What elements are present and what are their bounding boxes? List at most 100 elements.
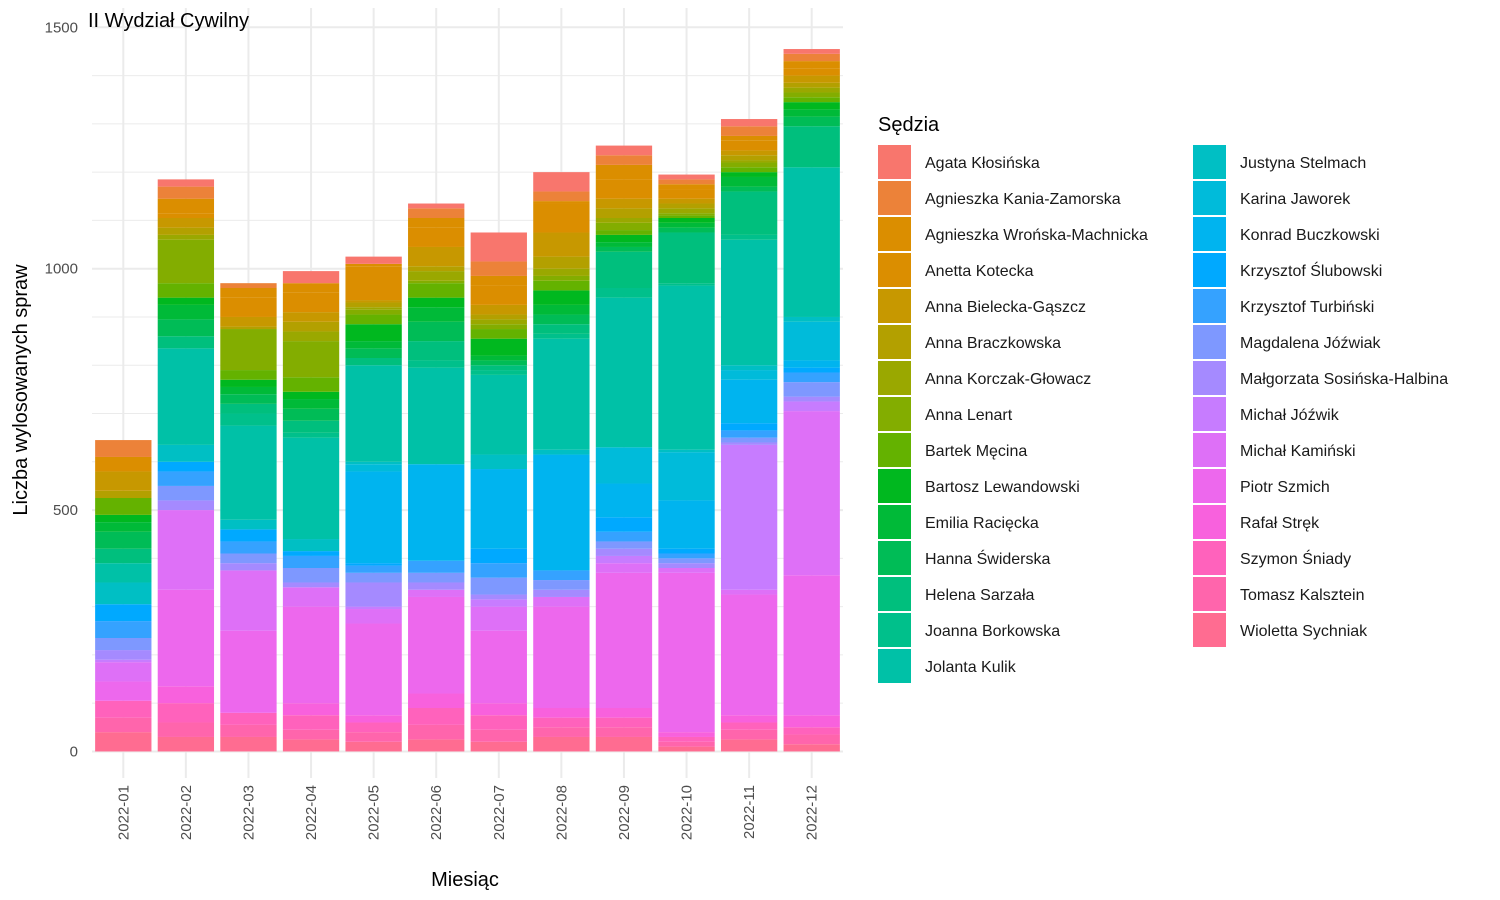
bar-segment (95, 732, 152, 752)
plot-title: II Wydział Cywilny (88, 10, 249, 32)
bar-segment (157, 703, 215, 723)
legend-label: Anna Korczak-Głowacz (925, 371, 1091, 388)
bar-segment (220, 283, 277, 288)
bar-segment (157, 461, 215, 472)
bar-segment (470, 548, 527, 564)
bar-segment (658, 548, 715, 554)
bar-segment (533, 338, 590, 450)
x-tick-label: 2022-07 (491, 785, 508, 840)
bar-segment (345, 358, 402, 366)
bar-segment (533, 596, 590, 607)
bar-segment (720, 430, 778, 438)
bar-segment (408, 560, 465, 573)
bar-segment (282, 408, 340, 421)
bar-segment (220, 413, 277, 426)
bar-segment (345, 563, 402, 566)
bar-segment (345, 266, 402, 301)
legend-label: Anna Braczkowska (925, 335, 1061, 352)
bar-segment (408, 739, 465, 752)
bar-segment (95, 522, 152, 532)
bar-segment (658, 500, 715, 549)
x-tick-label: 2022-08 (553, 785, 570, 840)
bar-segment (783, 316, 840, 322)
bar-segment (345, 341, 402, 349)
bar-segment (658, 732, 715, 737)
bar-segment (408, 464, 465, 561)
bar-segment (720, 370, 778, 380)
legend-label: Małgorzata Sosińska-Halbina (1240, 371, 1448, 388)
bar-segment (470, 314, 527, 320)
bar-segment (95, 659, 152, 663)
bar-segment (533, 606, 590, 708)
bar-segment (220, 736, 277, 752)
legend-swatch (1193, 577, 1226, 611)
bar-segment (720, 119, 778, 127)
bar-segment (408, 582, 465, 590)
bar-segment (783, 727, 840, 735)
bar-segment (282, 271, 340, 284)
bar-segment (345, 606, 402, 610)
bar-segment (720, 172, 778, 177)
bar-segment (157, 736, 215, 752)
bar-segment (533, 449, 590, 455)
bar-segment (345, 256, 402, 264)
bar-segment (470, 261, 527, 276)
bar-segment (595, 242, 653, 247)
bar-segment (157, 179, 215, 187)
bar-segment (470, 304, 527, 315)
bar-segment (95, 604, 152, 622)
legend-swatch (1193, 397, 1226, 431)
bar-segment (220, 570, 277, 631)
bar-segment (220, 403, 277, 414)
legend-label: Anetta Kotecka (925, 263, 1034, 280)
bar-segment (720, 442, 778, 445)
bar-segment (220, 288, 277, 298)
bar-segment (783, 53, 840, 62)
x-tick-label: 2022-10 (679, 785, 696, 840)
legend-label: Szymon Śniady (1240, 549, 1351, 568)
bar-segment (345, 572, 402, 583)
bar-segment (720, 379, 778, 424)
y-tick-label: 0 (70, 743, 78, 760)
bar-segment (157, 348, 215, 445)
bar-segment (658, 232, 715, 284)
bar-segment (720, 140, 778, 151)
bar-segment (95, 440, 152, 457)
bar-segment (470, 599, 527, 607)
bar-segment (658, 227, 715, 233)
legend-items: Agata Kłosińska Agnieszka Kania-Zamorska A… (878, 145, 1448, 683)
legend-label: Hanna Świderska (925, 549, 1051, 568)
bar-segment (470, 741, 527, 752)
bar-segment (345, 741, 402, 752)
bar-segment (95, 514, 152, 523)
bar-segment (658, 179, 715, 185)
bar-segment (720, 167, 778, 173)
x-tick-label: 2022-04 (303, 785, 320, 840)
bar-segment (157, 444, 215, 462)
bar-segment (95, 456, 152, 472)
bar-segment (282, 739, 340, 752)
legend-swatch (1193, 325, 1226, 359)
bar-segment (408, 227, 465, 247)
bar-segment (282, 703, 340, 716)
bar-segment (595, 736, 653, 752)
bar-segment (658, 741, 715, 747)
bar-segment (220, 316, 277, 327)
bar-segment (533, 580, 590, 590)
bar-segment (720, 160, 778, 163)
bar-segment (658, 215, 715, 218)
legend-label: Joanna Borkowska (925, 623, 1060, 640)
legend-swatch (878, 289, 911, 323)
bar-segment (408, 360, 465, 368)
y-tick-label: 1500 (45, 19, 78, 36)
bar-segment (408, 203, 465, 209)
y-axis-ticks: 0 500 1000 1500 (45, 19, 78, 760)
bar-segment (720, 135, 778, 141)
bar-segment (783, 116, 840, 127)
bar-segment (345, 307, 402, 310)
bar-segment (95, 548, 152, 564)
bar-segment (345, 623, 402, 716)
bar-segment (470, 469, 527, 549)
legend-label: Karina Jaworek (1240, 191, 1351, 208)
bar-segment (408, 321, 465, 342)
